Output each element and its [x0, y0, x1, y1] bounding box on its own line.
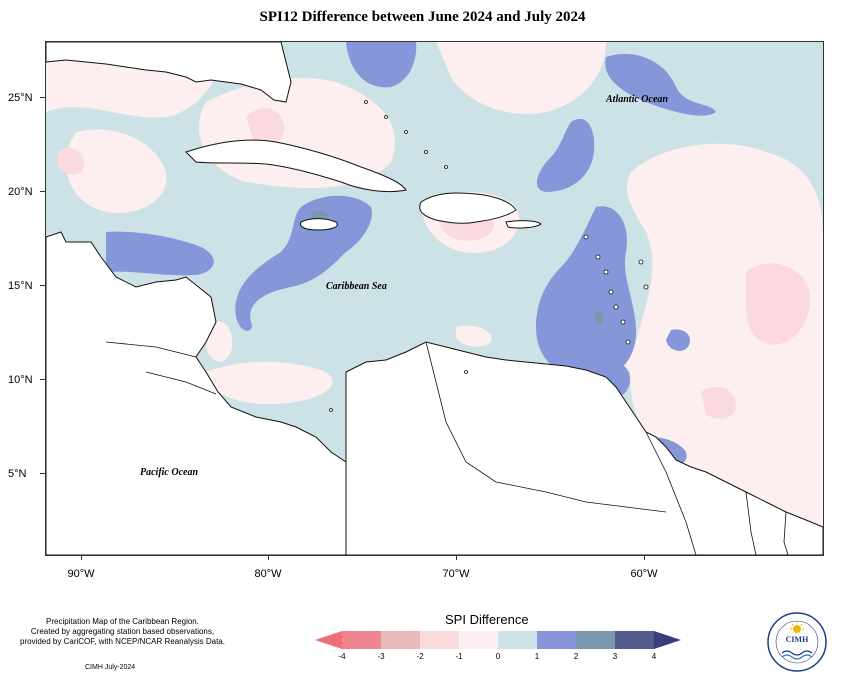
map-notes: Precipitation Map of the Caribbean Regio… [10, 617, 235, 647]
lon-tick [268, 555, 269, 560]
lat-tick [40, 285, 45, 286]
cimh-logo [767, 612, 827, 672]
florida-land [46, 42, 292, 103]
lon-label: 90°W [67, 568, 95, 580]
legend-bin [498, 631, 537, 649]
medium-pink-east [746, 263, 810, 345]
country-borders [105, 341, 789, 555]
pink-region-midcaribbean [456, 325, 492, 347]
medium-pink-far-east [701, 387, 736, 419]
lat-label: 15°N [8, 280, 33, 292]
blue-region-east-caribbean [536, 206, 636, 378]
lon-tick [644, 555, 645, 560]
legend-bin [576, 631, 615, 649]
lat-tick [40, 379, 45, 380]
blue-region-atlantic-south [536, 118, 595, 192]
notes-line: provided by CariCOF, with NCEP/NCAR Rean… [20, 637, 225, 646]
small-islands [329, 100, 649, 412]
legend-bin [615, 631, 654, 649]
cuba-land [185, 139, 407, 193]
legend-tick-label: -2 [416, 652, 424, 661]
pink-region-southwest [206, 361, 333, 405]
legend-tick-label: 4 [651, 652, 657, 661]
lat-label: 20°N [8, 186, 33, 198]
wave-icon [781, 650, 813, 656]
legend-bin [459, 631, 498, 649]
legend-left-arrow [315, 631, 342, 649]
pink-region-atlantic-north [436, 42, 606, 114]
sun-icon [793, 625, 801, 633]
grey-blue-windward [594, 311, 604, 325]
lon-label: 60°W [630, 568, 658, 580]
legend-tick-label: -1 [455, 652, 463, 661]
pacific-ocean-label: Pacific Ocean [140, 467, 199, 478]
lon-label: 70°W [442, 568, 470, 580]
lon-tick [456, 555, 457, 560]
legend-title: SPI Difference [445, 612, 529, 627]
puerto-rico-land [505, 220, 542, 229]
map-title: SPI12 Difference between June 2024 and J… [259, 9, 586, 25]
legend-bin [537, 631, 576, 649]
notes-line: Created by aggregating station based obs… [30, 627, 215, 636]
pink-region-gulf [66, 129, 167, 213]
lon-tick [81, 555, 82, 560]
legend-tick-label: 1 [534, 652, 540, 661]
jamaica-land [299, 218, 338, 231]
lat-tick [40, 191, 45, 192]
lon-label: 80°W [254, 568, 282, 580]
blue-region-atlantic [605, 53, 716, 116]
logo-name: CIMH [785, 635, 809, 644]
legend-tick-label: -4 [338, 652, 346, 661]
credit-text: CIMH July-2024 [85, 664, 136, 671]
atlantic-ocean-label: Atlantic Ocean [606, 94, 668, 105]
lat-label: 25°N [8, 92, 33, 104]
legend-tick-label: -3 [377, 652, 385, 661]
pink-region-panama [206, 321, 233, 362]
land-masses [46, 42, 823, 555]
legend-tick-label: 2 [573, 652, 579, 661]
legend-tick-label: 3 [612, 652, 618, 661]
legend-tick-label: 0 [495, 652, 501, 661]
lat-tick [40, 473, 45, 474]
map-canvas [46, 42, 823, 555]
lat-label: 10°N [8, 374, 33, 386]
legend-bin [381, 631, 420, 649]
legend-bin [420, 631, 459, 649]
medium-pink-florida [246, 108, 285, 146]
lat-label: 5°N [8, 468, 27, 480]
lat-tick [40, 97, 45, 98]
hispaniola-land [419, 192, 517, 224]
spi-map [45, 41, 824, 556]
south-america-land [345, 341, 823, 555]
caribbean-sea-label: Caribbean Sea [326, 281, 387, 292]
blue-region-bahamas [346, 42, 417, 88]
legend-colorbar [315, 631, 681, 649]
medium-pink-north [58, 147, 85, 175]
legend-bin [342, 631, 381, 649]
blue-region-small [666, 329, 691, 351]
blue-region-jamaica [235, 195, 372, 331]
legend-right-arrow [654, 631, 681, 649]
blue-region-yucatan [106, 231, 214, 276]
notes-line: Precipitation Map of the Caribbean Regio… [46, 617, 199, 626]
